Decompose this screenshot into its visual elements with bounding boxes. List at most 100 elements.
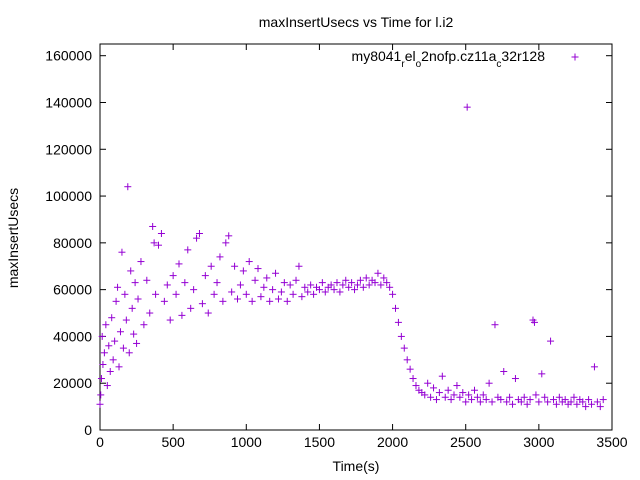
x-tick-label: 2000: [377, 434, 408, 450]
data-point: [152, 290, 160, 298]
data-point: [520, 393, 528, 401]
data-point: [386, 283, 394, 291]
data-point: [435, 389, 443, 397]
data-point: [473, 393, 481, 401]
data-point: [538, 370, 546, 378]
legend-label-part: 32r128: [501, 48, 545, 64]
data-point: [111, 337, 119, 345]
data-points: [96, 103, 607, 411]
y-tick-label: 140000: [45, 94, 92, 110]
data-point: [239, 267, 247, 275]
data-point: [257, 293, 265, 301]
data-point: [476, 398, 484, 406]
data-point: [272, 269, 280, 277]
data-point: [283, 297, 291, 305]
data-point: [225, 232, 233, 240]
data-point: [479, 391, 487, 399]
data-point: [99, 360, 107, 368]
data-point: [103, 382, 111, 390]
legend-label-part: o: [416, 59, 422, 70]
data-point: [127, 267, 135, 275]
data-point: [427, 393, 435, 401]
data-point: [465, 391, 473, 399]
x-tick-label: 3500: [596, 434, 627, 450]
legend: my8041relo2nofp.cz11ac32r128: [352, 48, 579, 70]
data-point: [503, 398, 511, 406]
data-point: [441, 393, 449, 401]
data-point: [292, 276, 300, 284]
data-point: [430, 384, 438, 392]
data-point: [216, 253, 224, 261]
data-point: [463, 103, 471, 111]
data-point: [403, 356, 411, 364]
legend-marker: [571, 53, 579, 61]
y-axis-label: maxInsertUsecs: [5, 188, 21, 288]
data-point: [140, 321, 148, 329]
data-point: [137, 258, 145, 266]
data-point: [190, 286, 198, 294]
data-point: [97, 391, 105, 399]
data-point: [128, 304, 136, 312]
data-point: [447, 396, 455, 404]
data-point: [333, 279, 341, 287]
data-point: [245, 258, 253, 266]
data-point: [547, 337, 555, 345]
data-point: [219, 297, 227, 305]
data-point: [98, 332, 106, 340]
data-point: [195, 229, 203, 237]
data-point: [450, 391, 458, 399]
data-point: [298, 293, 306, 301]
data-point: [432, 396, 440, 404]
data-point: [353, 281, 361, 289]
legend-label-part: my8041: [352, 48, 402, 64]
data-point: [175, 260, 183, 268]
data-point: [579, 398, 587, 406]
data-point: [160, 297, 168, 305]
data-point: [125, 349, 133, 357]
data-point: [157, 229, 165, 237]
data-point: [204, 309, 212, 317]
data-point: [342, 276, 350, 284]
data-point: [102, 321, 110, 329]
data-point: [301, 283, 309, 291]
data-point: [389, 290, 397, 298]
data-point: [356, 276, 364, 284]
legend-marker-icon: [571, 53, 579, 61]
data-point: [146, 309, 154, 317]
data-point: [166, 316, 174, 324]
y-tick-label: 120000: [45, 141, 92, 157]
y-tick-label: 0: [84, 422, 92, 438]
data-point: [187, 304, 195, 312]
data-point: [248, 297, 256, 305]
data-point: [254, 265, 262, 273]
data-point: [459, 389, 467, 397]
data-point: [532, 391, 540, 399]
data-point: [116, 328, 124, 336]
data-point: [100, 349, 108, 357]
data-point: [327, 281, 335, 289]
data-point: [374, 269, 382, 277]
data-point: [228, 288, 236, 296]
data-point: [339, 281, 347, 289]
data-point: [207, 262, 215, 270]
data-point: [210, 290, 218, 298]
data-point: [108, 314, 116, 322]
data-point: [590, 363, 598, 371]
data-point: [321, 288, 329, 296]
x-tick-label: 1500: [304, 434, 335, 450]
y-axis-ticks: 0 20000 40000 60000 80000 100000 120000 140000 1…: [45, 48, 612, 438]
data-point: [424, 379, 432, 387]
data-point: [453, 382, 461, 390]
data-point: [599, 396, 607, 404]
data-point: [409, 375, 417, 383]
data-point: [348, 279, 356, 287]
data-point: [269, 286, 277, 294]
data-point: [362, 274, 370, 282]
data-point: [109, 356, 117, 364]
data-point: [596, 403, 604, 411]
data-point: [526, 396, 534, 404]
data-point: [552, 400, 560, 408]
data-point: [391, 304, 399, 312]
data-point: [277, 288, 285, 296]
data-point: [193, 234, 201, 242]
